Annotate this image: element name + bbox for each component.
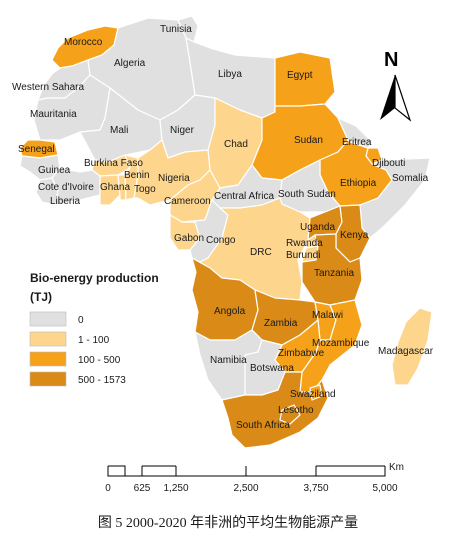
label-cameroon: Cameroon <box>164 196 211 207</box>
scale-bar-line <box>107 465 386 477</box>
label-morocco: Morocco <box>64 37 103 48</box>
scale-tick-2: 1,250 <box>163 483 188 494</box>
label-south-sudan: South Sudan <box>278 189 336 200</box>
legend-swatch-1 <box>29 331 67 347</box>
country-swaziland <box>309 384 323 401</box>
legend-label-0: 0 <box>78 315 84 326</box>
label-congo: Congo <box>206 235 236 246</box>
label-south-africa: South Africa <box>236 420 290 431</box>
legend-title: Bio-energy production <box>30 271 159 285</box>
label-libya: Libya <box>218 69 242 80</box>
label-central-africa: Central Africa <box>214 191 274 202</box>
label-cote-divoire: Cote d'Ivoire <box>38 182 94 193</box>
country-togo <box>117 174 127 201</box>
label-madagascar: Madagascar <box>378 346 434 357</box>
label-tanzania: Tanzania <box>314 268 354 279</box>
label-malawi: Malawi <box>312 310 343 321</box>
country-south-africa <box>221 371 329 449</box>
label-somalia: Somalia <box>392 173 429 184</box>
country-tunisia <box>177 15 199 43</box>
label-senegal: Senegal <box>18 144 55 155</box>
label-mozambique: Mozambique <box>312 338 370 349</box>
label-gabon: Gabon <box>174 233 204 244</box>
label-tunisia: Tunisia <box>160 24 192 35</box>
label-drc: DRC <box>250 247 272 258</box>
figure-caption: 图 5 2000-2020 年非洲的平均生物能源产量 <box>97 516 359 531</box>
scale-tick-5: 5,000 <box>372 483 397 494</box>
north-arrow-icon-left <box>380 75 395 120</box>
north-arrow: N <box>380 49 412 122</box>
label-rwanda: Rwanda <box>286 238 323 249</box>
label-zimbabwe: Zimbabwe <box>278 348 325 359</box>
north-arrow-label: N <box>384 49 398 71</box>
label-eritrea: Eritrea <box>342 137 372 148</box>
label-kenya: Kenya <box>340 230 369 241</box>
scale-tick-4: 3,750 <box>303 483 328 494</box>
countries-layer <box>19 15 433 449</box>
label-western-sahara: Western Sahara <box>12 82 85 93</box>
label-botswana: Botswana <box>250 363 294 374</box>
label-swaziland: Swaziland <box>290 389 336 400</box>
label-angola: Angola <box>214 306 246 317</box>
legend-label-1: 1 - 100 <box>78 335 110 346</box>
label-togo: Togo <box>134 184 156 195</box>
label-djibouti: Djibouti <box>372 158 405 169</box>
label-namibia: Namibia <box>210 355 247 366</box>
label-uganda: Uganda <box>300 222 335 233</box>
country-lesotho <box>279 404 301 425</box>
label-zambia: Zambia <box>264 318 298 329</box>
label-mali: Mali <box>110 125 128 136</box>
legend-label-2: 100 - 500 <box>78 355 121 366</box>
label-liberia: Liberia <box>50 196 80 207</box>
label-ethiopia: Ethiopia <box>340 178 377 189</box>
country-labels: Morocco Western Sahara Algeria Tunisia L… <box>12 24 434 431</box>
scale-tick-1: 625 <box>134 483 151 494</box>
scale-bar: 0 625 1,250 2,500 3,750 5,000 Km <box>105 462 404 494</box>
label-burkina-faso: Burkina Faso <box>84 158 143 169</box>
label-egypt: Egypt <box>287 70 313 81</box>
label-benin: Benin <box>124 170 150 181</box>
scale-unit: Km <box>389 462 404 473</box>
legend-label-3: 500 - 1573 <box>78 375 126 386</box>
label-chad: Chad <box>224 139 248 150</box>
country-madagascar <box>391 307 433 386</box>
legend-unit: (TJ) <box>30 290 52 304</box>
label-sudan: Sudan <box>294 135 323 146</box>
label-algeria: Algeria <box>114 58 146 69</box>
label-ghana: Ghana <box>100 182 130 193</box>
legend-swatch-0 <box>29 311 67 327</box>
label-mauritania: Mauritania <box>30 109 77 120</box>
label-guinea: Guinea <box>38 165 71 176</box>
north-arrow-icon-right <box>394 74 412 122</box>
label-niger: Niger <box>170 125 195 136</box>
legend: Bio-energy production (TJ) 0 1 - 100 100… <box>29 271 159 387</box>
label-burundi: Burundi <box>286 250 320 261</box>
legend-swatch-3 <box>29 371 67 387</box>
label-lesotho: Lesotho <box>278 405 314 416</box>
scale-tick-3: 2,500 <box>233 483 258 494</box>
scale-tick-0: 0 <box>105 483 111 494</box>
label-nigeria: Nigeria <box>158 173 190 184</box>
legend-swatch-2 <box>29 351 67 367</box>
